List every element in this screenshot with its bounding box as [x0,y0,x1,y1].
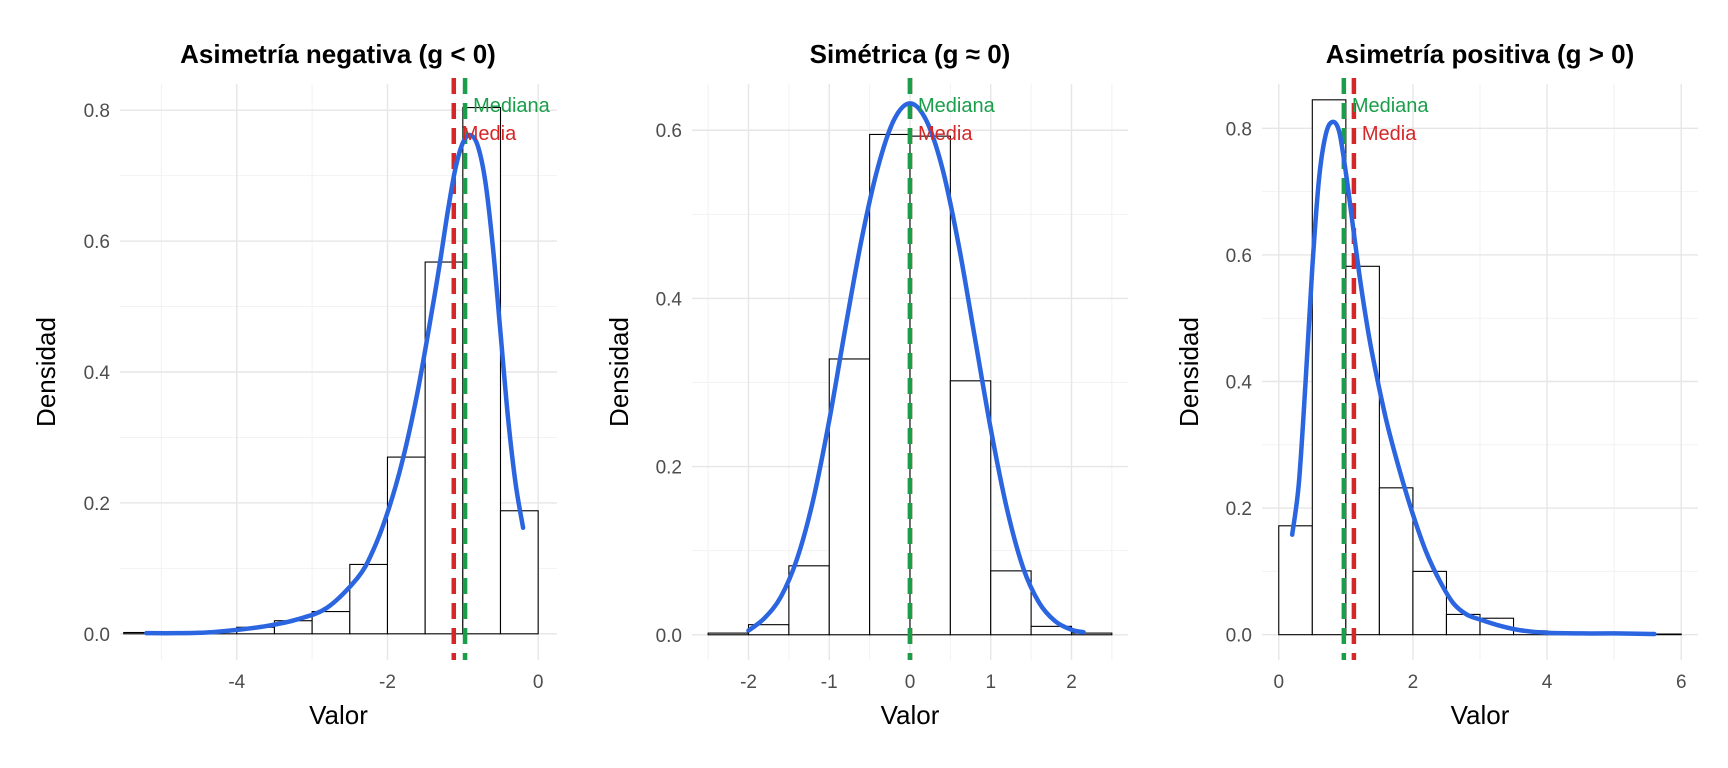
y-tick-label: 0.6 [84,232,110,253]
y-tick-label: 0.2 [1226,499,1252,520]
histogram-bar [869,133,911,636]
x-axis-title: Valor [881,700,940,730]
histogram-bar [499,510,539,635]
panel-title: Asimetría negativa (g < 0) [180,39,496,69]
y-tick-label: 0.6 [656,121,682,142]
x-tick-label: 0 [905,672,916,693]
y-tick-label: 0.4 [656,289,683,310]
histogram-bar [828,358,871,636]
histogram-bar [788,565,830,636]
histogram-bar [1311,99,1347,636]
y-axis-title: Densidad [1174,317,1204,427]
panel-positive-skew: Mediana Media 0.0 0.2 0.4 0.6 0.8 0 2 4 6 Valor Dens… [1174,39,1698,730]
x-tick-label: 0 [533,672,544,693]
histogram-bar [707,632,750,636]
density-curve [144,132,526,636]
x-tick-label: -2 [740,672,757,693]
y-tick-label: 0.8 [84,101,110,122]
mean-label: Media [918,123,973,145]
x-tick-label: -1 [821,672,838,693]
y-tick-label: 0.2 [84,494,110,515]
panel-title: Asimetría positiva (g > 0) [1326,39,1634,69]
y-tick-label: 0.0 [1226,626,1252,647]
x-tick-label: 0 [1273,672,1284,693]
y-axis-title: Densidad [31,317,61,427]
y-tick-label: 0.4 [1226,372,1253,393]
panel-title: Simétrica (g ≈ 0) [810,39,1011,69]
mean-label: Media [462,123,517,145]
histogram-bar [1070,632,1113,636]
median-label: Mediana [473,95,551,117]
histogram-bar [462,107,502,635]
x-tick-label: 1 [985,672,996,693]
histogram-bars [707,133,1113,636]
y-tick-label: 0.0 [656,626,682,647]
density-curve [746,101,1086,635]
y-tick-label: 0.6 [1226,246,1252,267]
y-tick-label: 0.4 [84,363,111,384]
x-tick-label: 2 [1408,672,1419,693]
density-curve [1289,119,1657,637]
x-axis-title: Valor [309,700,368,730]
y-tick-label: 0.0 [84,625,110,646]
histogram-bars [1278,99,1682,636]
x-tick-label: 4 [1542,672,1553,693]
histogram-bar [1378,487,1414,636]
x-tick-label: 6 [1676,672,1687,693]
y-tick-label: 0.8 [1226,119,1252,140]
median-label: Mediana [918,95,996,117]
panel-symmetric: Mediana Media 0.0 0.2 0.4 0.6 -2 -1 0 1 2 Valor Dens… [604,39,1128,730]
histogram-bar [1345,265,1380,636]
histogram-bar [349,563,389,635]
x-axis-title: Valor [1451,700,1510,730]
mean-label: Media [1362,123,1417,145]
y-axis-title: Densidad [604,317,634,427]
x-tick-label: -4 [228,672,245,693]
histogram-bars [123,107,539,635]
histogram-bar [990,570,1032,636]
y-tick-label: 0.2 [656,458,682,479]
median-label: Mediana [1352,95,1430,117]
panel-negative-skew: Mediana Media 0.0 0.2 0.4 0.6 0.8 -4 -2 0 Valor Den… [31,39,557,730]
x-tick-label: -2 [379,672,396,693]
histogram-bar [1278,525,1313,636]
histogram-bar [909,135,951,636]
histogram-bar [949,380,992,636]
x-tick-label: 2 [1066,672,1077,693]
histogram-bar [386,456,426,635]
